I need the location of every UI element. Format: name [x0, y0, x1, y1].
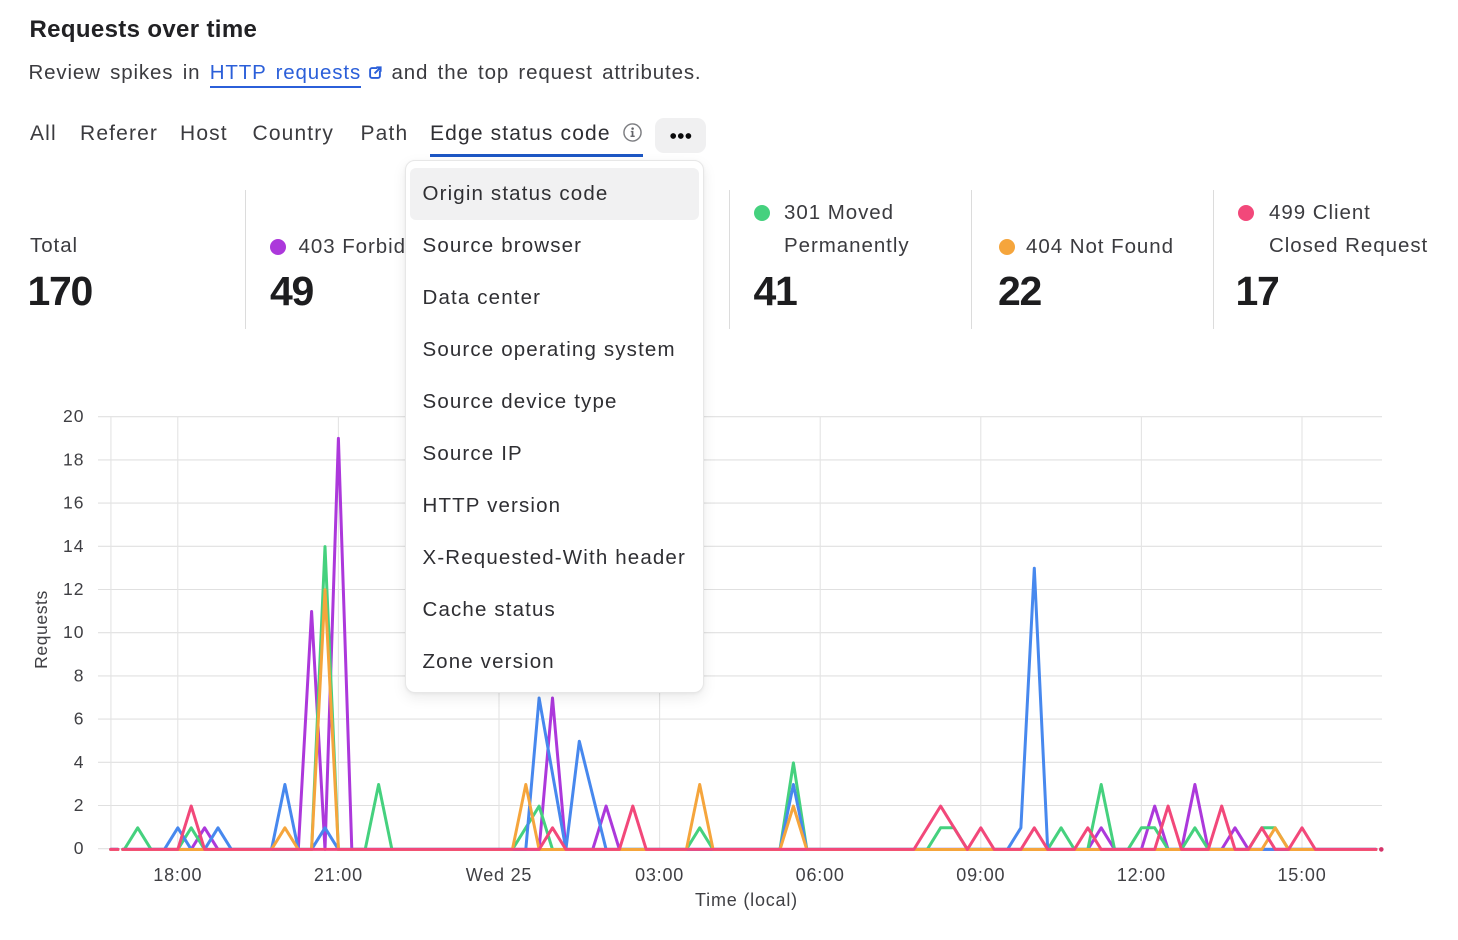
svg-text:0: 0	[74, 838, 85, 858]
svg-text:18: 18	[63, 449, 84, 469]
svg-text:09:00: 09:00	[956, 865, 1005, 885]
svg-text:14: 14	[63, 536, 84, 556]
svg-text:20: 20	[63, 406, 84, 426]
svg-text:03:00: 03:00	[635, 865, 684, 885]
svg-text:16: 16	[63, 493, 84, 513]
svg-text:21:00: 21:00	[314, 865, 363, 885]
svg-text:10: 10	[63, 622, 84, 642]
svg-text:Requests: Requests	[31, 590, 51, 669]
svg-text:12: 12	[63, 579, 84, 599]
svg-text:4: 4	[74, 752, 85, 772]
svg-text:8: 8	[74, 665, 85, 685]
svg-text:Time (local): Time (local)	[695, 890, 798, 910]
svg-text:06:00: 06:00	[796, 865, 845, 885]
svg-text:18:00: 18:00	[153, 865, 202, 885]
svg-text:12:00: 12:00	[1117, 865, 1166, 885]
svg-text:Wed 25: Wed 25	[466, 865, 533, 885]
svg-text:15:00: 15:00	[1277, 865, 1326, 885]
svg-text:6: 6	[74, 709, 85, 729]
svg-text:2: 2	[74, 795, 85, 815]
